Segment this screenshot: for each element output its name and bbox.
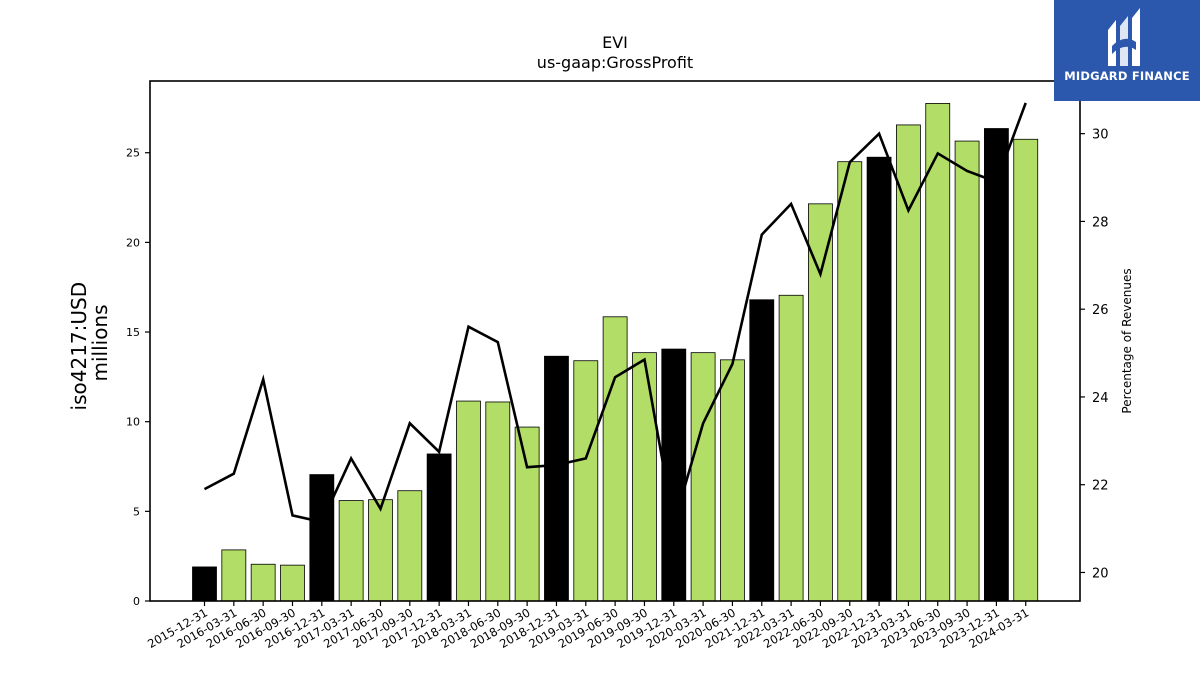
x-axis-ticks: 2015-12-312016-03-312016-06-302016-09-30… [145,601,1031,651]
y-tick-label: 20 [126,236,140,249]
right-axis-ticks: 20 22 24 26 28 30 [1080,128,1109,581]
bar-2016-06-30 [250,563,276,602]
y-axis-label: iso4217:USD millions [67,276,112,411]
bar-2015-12-31 [192,566,217,602]
left-axis-ticks: 0 5 10 15 20 25 [126,147,150,608]
bar-2023-03-31 [896,124,921,602]
brand-logo: MIDGARD FINANCE [1054,0,1200,101]
bar-2018-09-30 [514,426,540,602]
chart-subtitle: us-gaap:GrossProfit [537,53,693,72]
bar-2016-12-31 [309,474,335,602]
y2-tick-label: 20 [1092,566,1109,581]
bar-2018-06-30 [485,401,511,602]
bar-2022-12-31 [866,156,892,602]
bar-2022-06-30 [808,203,833,602]
chart-title: EVI [602,33,628,52]
line-layer [203,102,1027,525]
bar-layer [192,103,1039,602]
bar-2019-09-30 [632,352,657,602]
bar-2019-03-31 [573,360,599,602]
y-tick-label: 25 [126,147,140,160]
y2-tick-label: 26 [1092,303,1109,318]
bar-2016-03-31 [221,549,247,602]
bar-2016-09-30 [280,564,305,602]
y2-tick-label: 28 [1092,215,1109,230]
y-tick-label: 5 [133,505,140,518]
bar-2023-09-30 [954,140,980,602]
bar-2020-03-31 [690,352,716,602]
bar-2018-03-31 [456,400,481,602]
y-axis-label-line-1: iso4217:USD [67,282,91,411]
bar-2017-09-30 [397,490,423,602]
bar-2023-12-31 [984,128,1009,602]
bar-2020-06-30 [720,359,745,602]
bar-2017-06-30 [368,499,393,602]
bar-2018-12-31 [544,355,569,602]
y-tick-label: 0 [133,595,140,608]
y-tick-label: 15 [126,326,140,339]
brand-name: MIDGARD FINANCE [1064,69,1190,83]
percentage-of-revenues-line [203,102,1027,525]
bar-2017-03-31 [338,500,364,602]
bar-2023-06-30 [925,103,951,602]
bar-2024-03-31 [1013,138,1039,602]
y2-tick-label: 24 [1092,391,1109,406]
bar-2017-12-31 [426,453,452,602]
y2-tick-label: 22 [1092,479,1109,494]
bar-2021-12-31 [749,299,775,602]
y2-axis-label: Percentage of Revenues [1120,268,1134,413]
brand-logo-icon [1108,8,1140,66]
bar-2022-09-30 [837,161,863,602]
y-axis-label-line-2: millions [88,304,112,381]
bar-2022-03-31 [778,294,804,602]
y-tick-label: 10 [126,416,140,429]
bar-2019-06-30 [602,316,628,602]
y2-tick-label: 30 [1092,128,1109,143]
